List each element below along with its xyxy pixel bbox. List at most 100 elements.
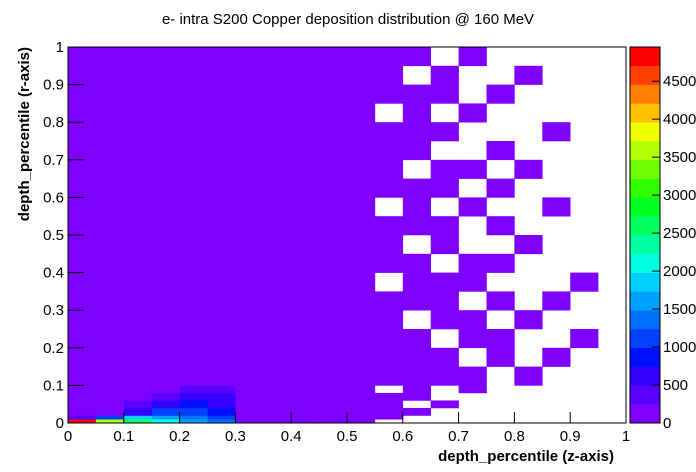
cell: [207, 272, 236, 292]
cell: [347, 216, 376, 236]
cell: [95, 178, 125, 198]
y-tick-label: 0.1: [43, 377, 64, 394]
cell: [347, 366, 376, 386]
cell: [68, 392, 97, 401]
cell: [374, 392, 404, 401]
cell: [458, 253, 487, 273]
cell: [179, 103, 208, 123]
cell: [207, 103, 236, 123]
cell: [95, 141, 125, 161]
cell: [207, 235, 236, 255]
cell: [402, 347, 431, 367]
cell: [207, 197, 236, 217]
cell: [235, 65, 264, 85]
x-tick-label: 0.6: [392, 428, 413, 445]
cell: [179, 235, 208, 255]
cell: [95, 329, 125, 349]
cell: [179, 366, 208, 386]
cell: [347, 47, 376, 67]
cell: [179, 347, 208, 367]
cell: [263, 65, 292, 85]
cell: [151, 310, 180, 330]
cell: [123, 47, 152, 67]
cell: [319, 141, 348, 161]
cell: [151, 392, 180, 401]
color-swatch: [630, 272, 660, 292]
y-tick-label: 0.4: [43, 265, 64, 282]
cell: [458, 366, 487, 386]
color-swatch: [630, 197, 660, 217]
cell: [263, 407, 292, 416]
cell: [291, 84, 320, 104]
color-swatch: [630, 159, 660, 179]
cell: [402, 47, 431, 67]
cell: [179, 329, 208, 349]
cell: [151, 235, 180, 255]
cell: [430, 216, 459, 236]
cell: [151, 407, 180, 416]
cell: [123, 291, 152, 311]
cell: [95, 291, 125, 311]
cell: [319, 392, 348, 401]
cell: [123, 103, 152, 123]
cell: [179, 415, 208, 420]
cell: [151, 65, 180, 85]
cell: [542, 122, 571, 142]
cell: [458, 329, 487, 349]
cell: [347, 400, 376, 409]
cell: [151, 347, 180, 367]
cell: [430, 122, 459, 142]
cell: [430, 400, 459, 409]
cell: [68, 103, 97, 123]
cell: [347, 329, 376, 349]
cell: [68, 235, 97, 255]
cell: [95, 392, 125, 401]
cell: [207, 407, 236, 416]
cell: [123, 347, 152, 367]
cell: [123, 122, 152, 142]
y-tick-label: 0.2: [43, 340, 64, 357]
cell: [319, 347, 348, 367]
cell: [347, 272, 376, 292]
cell: [68, 122, 97, 142]
color-swatch: [630, 84, 660, 104]
cell: [263, 84, 292, 104]
y-axis-label: depth_percentile (r-axis): [16, 47, 33, 221]
cell: [347, 253, 376, 273]
x-axis-label: depth_percentile (z-axis): [438, 448, 614, 465]
y-tick-label: 0.6: [43, 189, 64, 206]
cell: [235, 392, 264, 401]
cell: [179, 141, 208, 161]
cell: [179, 419, 208, 424]
x-tick-label: 0.3: [225, 428, 246, 445]
cell: [95, 366, 125, 386]
cell: [179, 407, 208, 416]
cell: [263, 253, 292, 273]
cell: [430, 366, 459, 386]
cell: [319, 253, 348, 273]
cell: [291, 310, 320, 330]
cell: [235, 178, 264, 198]
color-swatch: [630, 65, 660, 85]
cell: [291, 103, 320, 123]
cell: [235, 235, 264, 255]
cell: [570, 272, 599, 292]
cell: [68, 141, 97, 161]
cell: [95, 47, 125, 67]
cell: [263, 122, 292, 142]
cell: [347, 178, 376, 198]
cell: [514, 310, 543, 330]
cell: [486, 347, 515, 367]
cell: [151, 272, 180, 292]
cell: [347, 385, 376, 394]
cell: [95, 197, 125, 217]
cell: [207, 216, 236, 236]
cell: [347, 235, 376, 255]
z-tick-label: 0: [663, 415, 671, 432]
cell: [402, 392, 431, 401]
z-tick-label: 500: [663, 377, 688, 394]
cell: [151, 415, 180, 420]
cell: [68, 329, 97, 349]
cell: [458, 272, 487, 292]
cell: [207, 392, 236, 401]
